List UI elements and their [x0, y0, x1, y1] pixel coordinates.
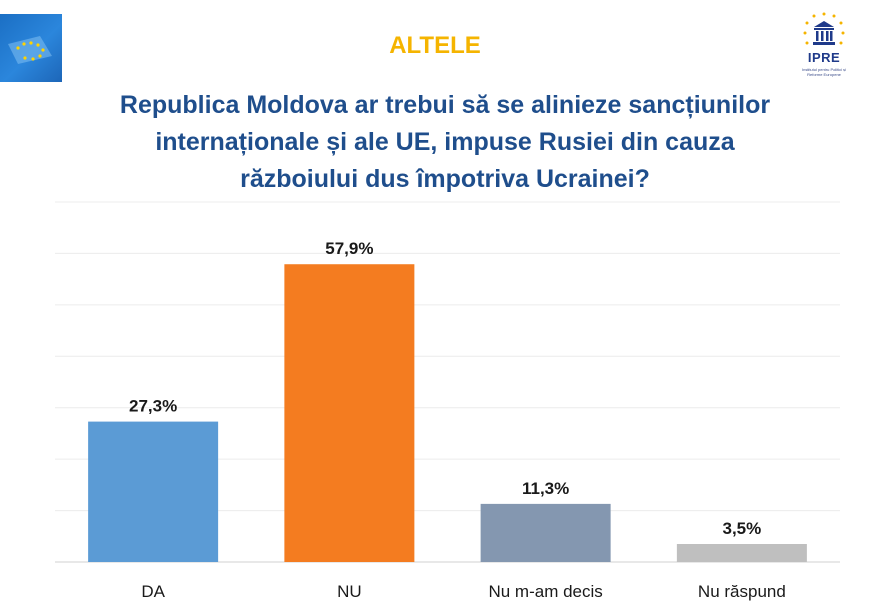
value-label-nu: 57,9%	[325, 239, 373, 258]
category-label-da: DA	[141, 582, 165, 601]
category-label-nu-m-am-decis: Nu m-am decis	[488, 582, 602, 601]
bar-nu	[284, 264, 415, 562]
value-label-da: 27,3%	[129, 397, 177, 416]
ipre-logo: IPRE Institutul pentru Politici și Refor…	[792, 10, 856, 84]
chart-title: Republica Moldova ar trebui să se alinie…	[60, 87, 830, 198]
institution-building-icon	[803, 12, 845, 45]
title-line-1: Republica Moldova ar trebui să se alinie…	[119, 91, 771, 119]
eu-stars-icon	[8, 36, 52, 64]
ipre-subtitle: Institutul pentru Politici și Reforme Eu…	[801, 67, 847, 77]
section-label: ALTELE	[389, 32, 481, 59]
ipre-name: IPRE	[807, 50, 841, 65]
bar-nu-răspund	[676, 544, 807, 562]
title-line-2: internaționale și ale UE, impuse Rusiei …	[155, 128, 735, 156]
value-label-nu-m-am-decis: 11,3%	[522, 479, 569, 498]
bar-nu-m-am-decis	[480, 503, 611, 562]
category-label-nu: NU	[337, 582, 362, 601]
title-line-3: războiului dus împotriva Ucrainei?	[240, 165, 650, 193]
value-label-nu-răspund: 3,5%	[723, 519, 762, 538]
bar-da	[88, 421, 219, 562]
eu-logo	[0, 14, 62, 82]
category-label-nu-răspund: Nu răspund	[698, 582, 786, 601]
